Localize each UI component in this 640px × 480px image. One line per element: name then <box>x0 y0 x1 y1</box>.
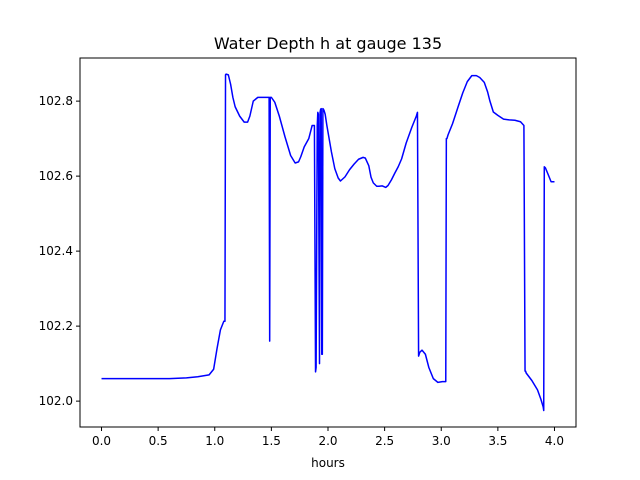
x-axis-label: hours <box>311 456 345 470</box>
y-tick-label: 102.8 <box>39 94 73 108</box>
y-tick-label: 102.0 <box>39 394 73 408</box>
x-tick-label: 2.5 <box>375 434 394 448</box>
plot-layer <box>101 73 555 412</box>
x-tick-label: 4.0 <box>545 434 564 448</box>
y-tick-label: 102.6 <box>39 169 73 183</box>
x-tick-label: 3.0 <box>432 434 451 448</box>
x-tick-label: 0.5 <box>149 434 168 448</box>
chart-title: Water Depth h at gauge 135 <box>214 34 442 53</box>
x-tick-label: 1.0 <box>205 434 224 448</box>
x-axis-ticks: 0.0 0.5 1.0 1.5 2.0 2.5 3.0 3.5 4.0 <box>92 427 564 448</box>
y-tick-label: 102.2 <box>39 319 73 333</box>
x-tick-label: 3.5 <box>488 434 507 448</box>
y-tick-label: 102.4 <box>39 244 73 258</box>
y-axis-ticks: 102.0 102.2 102.4 102.6 102.8 <box>39 94 80 408</box>
x-tick-label: 1.5 <box>262 434 281 448</box>
x-tick-label: 0.0 <box>92 434 111 448</box>
x-tick-label: 2.0 <box>318 434 337 448</box>
series-line-0 <box>101 73 555 412</box>
axes-frame <box>79 57 577 428</box>
